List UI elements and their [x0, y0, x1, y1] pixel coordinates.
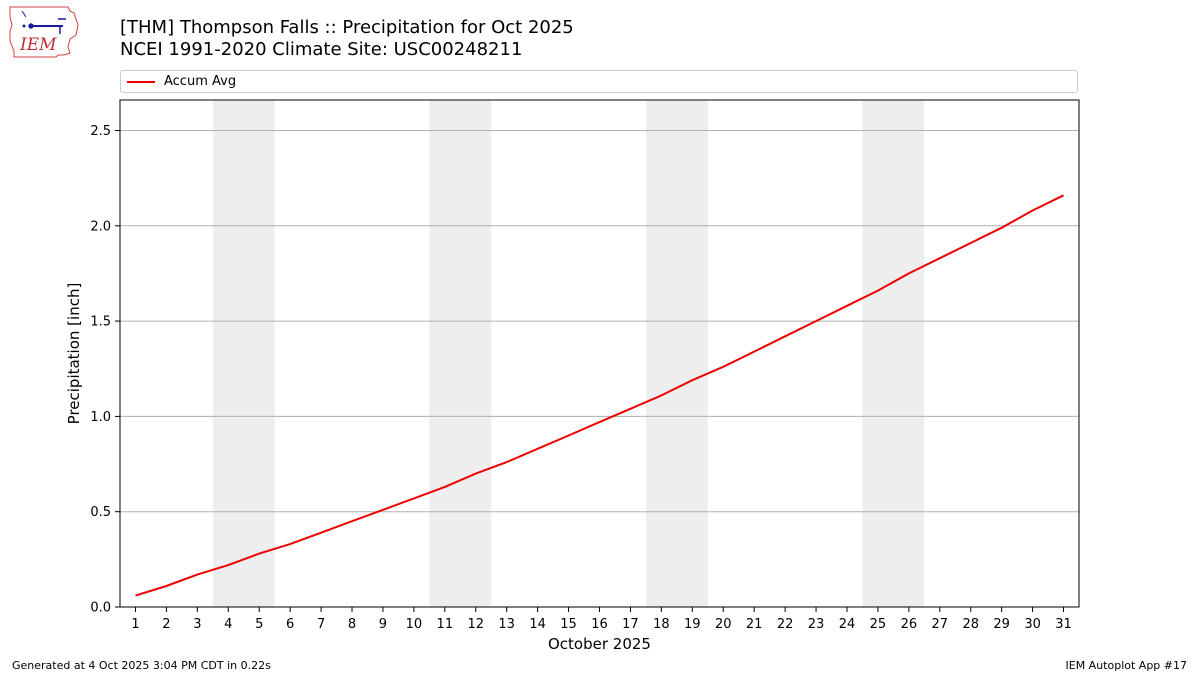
- weekend-bands: [212, 100, 925, 607]
- series-lines: [135, 194, 1064, 597]
- chart-subtitle: NCEI 1991-2020 Climate Site: USC00248211: [120, 39, 523, 60]
- x-tick-label: 3: [193, 617, 201, 632]
- x-tick-label: 21: [746, 617, 763, 632]
- footer-generated-note: Generated at 4 Oct 2025 3:04 PM CDT in 0…: [12, 659, 271, 672]
- legend-label-accum-avg: Accum Avg: [164, 74, 237, 89]
- x-tick-label: 26: [901, 617, 918, 632]
- y-tick-label: 0.5: [90, 505, 111, 520]
- y-tick-label: 0.0: [90, 601, 111, 616]
- x-tick-label: 29: [993, 617, 1010, 632]
- x-tick-label: 8: [348, 617, 356, 632]
- x-tick-label: 9: [379, 617, 387, 632]
- y-tick-label: 1.5: [90, 315, 111, 330]
- weekend-band-1: [212, 100, 275, 607]
- logo-text: IEM: [19, 35, 57, 55]
- x-tick-label: 23: [808, 617, 825, 632]
- x-tick-label: 30: [1024, 617, 1041, 632]
- x-tick-label: 7: [317, 617, 325, 632]
- x-tick-label: 17: [622, 617, 639, 632]
- series-line-accum-avg: [135, 194, 1064, 597]
- x-axis-ticks: 1 2 3 4 5 6 7 8 9 10 11 12 13 14 15 16 17 18 19 20 21 22 23 24 2…: [131, 607, 1072, 632]
- x-tick-label: 27: [932, 617, 949, 632]
- weather-station-icon: [21, 10, 66, 34]
- x-tick-label: 20: [715, 617, 732, 632]
- footer-app-id: IEM Autoplot App #17: [1065, 659, 1188, 672]
- y-tick-label: 2.5: [90, 124, 111, 139]
- x-tick-label: 24: [839, 617, 856, 632]
- x-tick-label: 13: [498, 617, 515, 632]
- y-tick-label: 1.0: [90, 410, 111, 425]
- x-tick-label: 25: [870, 617, 887, 632]
- weekend-band-4: [862, 100, 925, 607]
- x-axis-label: October 2025: [548, 635, 651, 653]
- x-tick-label: 6: [286, 617, 294, 632]
- x-tick-label: 5: [255, 617, 263, 632]
- x-tick-label: 14: [529, 617, 546, 632]
- y-axis-label: Precipitation [inch]: [65, 283, 83, 425]
- iowa-state-outline: [9, 6, 79, 58]
- legend: Accum Avg: [120, 70, 1078, 93]
- x-tick-label: 15: [560, 617, 577, 632]
- x-tick-label: 28: [962, 617, 979, 632]
- x-tick-label: 12: [467, 617, 484, 632]
- x-tick-label: 31: [1055, 617, 1072, 632]
- x-tick-label: 22: [777, 617, 794, 632]
- x-tick-label: 19: [684, 617, 701, 632]
- x-tick-label: 16: [591, 617, 608, 632]
- x-tick-label: 1: [131, 617, 139, 632]
- chart-title: [THM] Thompson Falls :: Precipitation fo…: [120, 17, 574, 38]
- x-tick-label: 4: [224, 617, 232, 632]
- grid-lines: [120, 129, 1079, 513]
- x-tick-label: 11: [437, 617, 454, 632]
- weekend-band-2: [429, 100, 492, 607]
- weekend-band-3: [645, 100, 708, 607]
- x-tick-label: 2: [162, 617, 170, 632]
- y-tick-label: 2.0: [90, 219, 111, 234]
- iem-logo: IEM: [9, 6, 79, 58]
- legend-swatch-accum-avg: [127, 81, 155, 83]
- y-axis-ticks: 0.0 0.5 1.0 1.5 2.0 2.5: [90, 124, 120, 616]
- x-tick-label: 18: [653, 617, 670, 632]
- x-tick-label: 10: [406, 617, 423, 632]
